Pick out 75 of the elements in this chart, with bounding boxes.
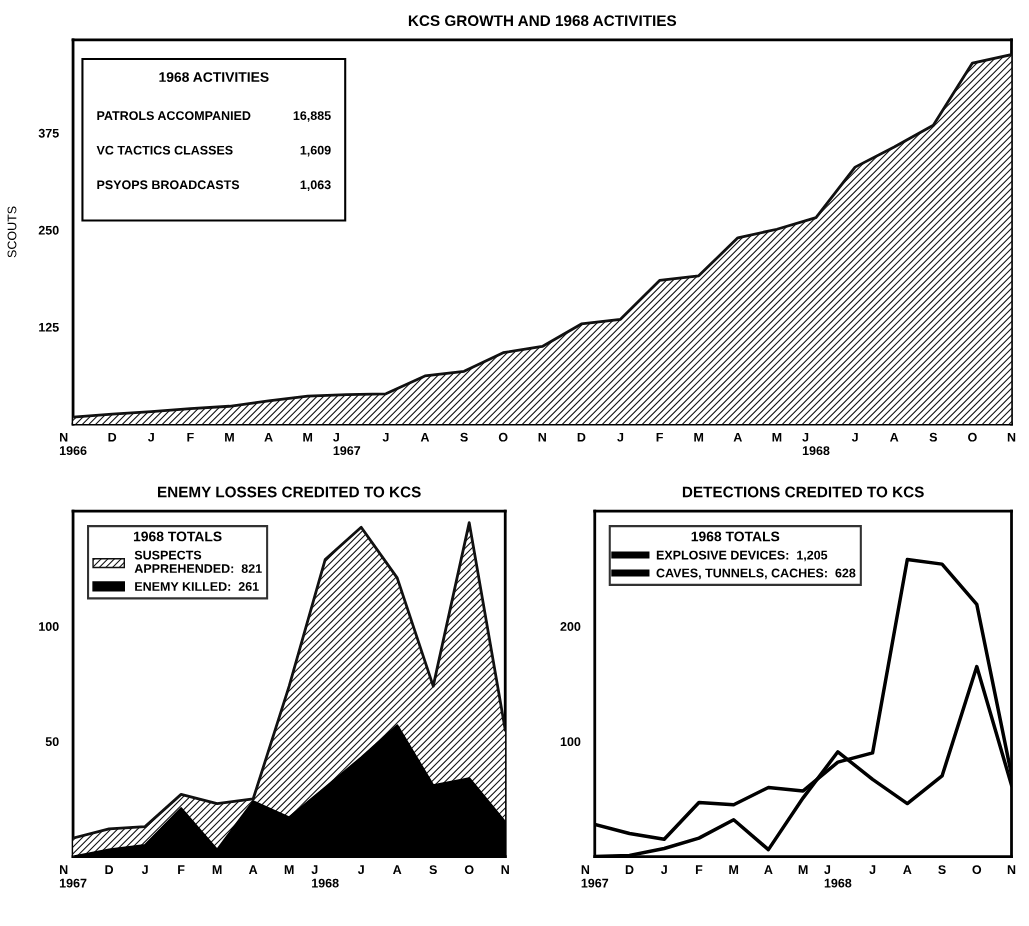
x-tick-label: F [187, 432, 194, 442]
x-tick-label: J 1968 [802, 432, 830, 456]
x-tick-label: F [695, 865, 703, 874]
x-tick-label: N 1967 [59, 865, 87, 888]
annotation: 16,885 [293, 111, 331, 122]
annotation: VC TACTICS CLASSES [96, 145, 233, 155]
y-tick-label: 200 [560, 622, 581, 631]
x-tick-label: A [264, 432, 273, 442]
x-tick-label: M [694, 432, 704, 442]
legend-title: 1968 TOTALS [691, 531, 780, 542]
x-tick-label: J [141, 865, 148, 875]
y-tick-label: 375 [38, 128, 59, 138]
x-tick-label: M [212, 865, 222, 874]
chart-title: DETECTIONS CREDITED TO KCS [682, 486, 924, 498]
x-tick-label: M [303, 432, 313, 442]
annotation: 1968 ACTIVITIES [159, 72, 269, 82]
x-tick-label: O [972, 865, 982, 875]
x-tick-label: M [729, 865, 739, 874]
x-tick-label: J [617, 432, 624, 442]
x-tick-label: D [108, 432, 117, 442]
annotation: PATROLS ACCOMPANIED [97, 111, 251, 121]
x-tick-label: A [733, 432, 742, 442]
x-tick-label: M [772, 432, 782, 442]
y-tick-label: 100 [39, 622, 59, 631]
x-tick-label: A [420, 432, 430, 442]
y-tick-label: 50 [45, 737, 59, 747]
x-tick-label: O [464, 865, 474, 875]
x-tick-label: D [577, 432, 586, 442]
x-tick-label: N [538, 432, 546, 442]
annotation: PSYOPS BROADCASTS [97, 180, 240, 190]
annotation: 1,063 [300, 180, 331, 192]
y-tick-label: 125 [39, 322, 59, 332]
y-tick-label: 100 [560, 737, 581, 747]
x-tick-label: J [869, 865, 876, 875]
x-tick-label: A [392, 865, 402, 874]
x-tick-label: S [929, 432, 937, 442]
legend-title: 1968 TOTALS [133, 531, 222, 542]
x-tick-label: M [284, 865, 294, 874]
x-tick-label: N 1967 [581, 865, 609, 888]
x-tick-label: N 1966 [59, 432, 87, 456]
legend-label: SUSPECTS APPREHENDED: 821 [134, 550, 262, 573]
x-tick-label: O [498, 432, 508, 442]
x-tick-label: J 1968 [311, 865, 339, 888]
x-tick-label: D [625, 865, 634, 874]
y-axis-title: SCOUTS [7, 206, 17, 258]
x-tick-label: A [903, 865, 912, 874]
x-tick-label: D [105, 865, 114, 874]
x-tick-label: J [357, 865, 364, 875]
x-tick-label: J 1968 [824, 865, 852, 888]
x-tick-label: J [851, 432, 858, 442]
x-tick-label: N [1007, 865, 1016, 874]
annotation: 1,609 [300, 145, 331, 157]
x-tick-label: N [1007, 432, 1016, 442]
x-tick-label: N [501, 865, 509, 874]
chart-title: ENEMY LOSSES CREDITED TO KCS [158, 486, 421, 498]
x-tick-label: A [890, 432, 899, 442]
y-tick-label: 250 [38, 225, 59, 235]
chart-title: KCS GROWTH AND 1968 ACTIVITIES [408, 15, 677, 27]
legend-label: ENEMY KILLED: 261 [135, 582, 259, 591]
x-tick-label: J [382, 432, 389, 442]
x-tick-label: J [147, 432, 154, 442]
x-tick-label: S [460, 432, 468, 442]
x-tick-label: J [660, 865, 667, 875]
x-tick-label: S [429, 865, 437, 875]
x-tick-label: F [178, 865, 185, 874]
x-tick-label: M [225, 432, 234, 442]
legend-label: CAVES, TUNNELS, CACHES: 628 [656, 568, 856, 580]
x-tick-label: J 1967 [333, 432, 361, 456]
x-tick-label: A [248, 865, 258, 874]
x-tick-label: A [764, 865, 773, 874]
x-tick-label: S [938, 865, 946, 875]
x-tick-label: O [968, 432, 977, 442]
x-tick-label: F [656, 432, 663, 442]
x-tick-label: M [798, 865, 808, 874]
legend-label: EXPLOSIVE DEVICES: 1,205 [656, 550, 828, 562]
